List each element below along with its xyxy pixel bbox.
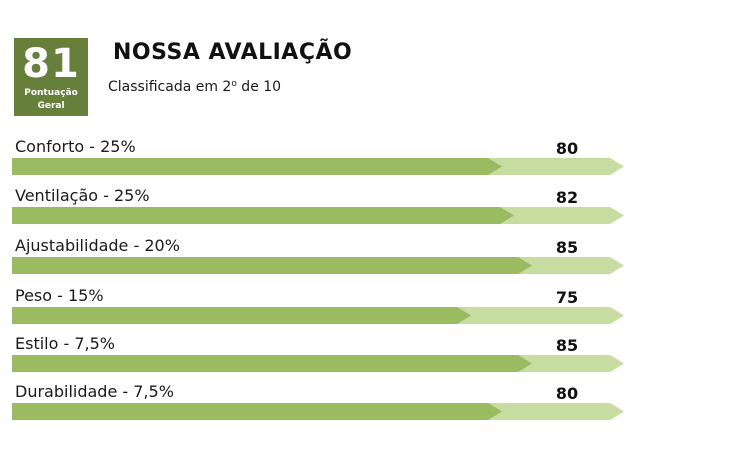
criterion-row-durabilidade: Durabilidade - 7,5% 80 <box>0 382 750 426</box>
criterion-bar-fill <box>12 257 532 274</box>
page-title: NOSSA AVALIAÇÃO <box>113 40 353 65</box>
criterion-row-ventilacao: Ventilação - 25% 82 <box>0 186 750 230</box>
criterion-label: Estilo - 7,5% <box>15 334 115 353</box>
overall-score-label-line2: Geral <box>37 101 65 111</box>
ranking-prefix: Classificada em 2 <box>108 79 232 95</box>
criterion-bar-fill <box>12 355 532 372</box>
criterion-row-peso: Peso - 15% 75 <box>0 286 750 330</box>
criterion-row-conforto: Conforto - 25% 80 <box>0 137 750 181</box>
criterion-row-ajustabilidade: Ajustabilidade - 20% 85 <box>0 236 750 280</box>
criterion-label: Peso - 15% <box>15 286 104 305</box>
criterion-label: Durabilidade - 7,5% <box>15 382 174 401</box>
ranking-ordinal: o <box>231 79 237 89</box>
criterion-score: 80 <box>555 384 579 403</box>
criterion-bar-fill <box>12 207 514 224</box>
criterion-row-estilo: Estilo - 7,5% 85 <box>0 334 750 378</box>
criterion-score: 82 <box>555 188 579 207</box>
criterion-label: Conforto - 25% <box>15 137 136 156</box>
overall-score-value: 81 <box>22 41 80 87</box>
criterion-bar-fill <box>12 403 502 420</box>
criterion-score: 80 <box>555 139 579 158</box>
ranking-suffix: de 10 <box>236 79 282 95</box>
criterion-label: Ajustabilidade - 20% <box>15 236 180 255</box>
overall-score-label-line1: Pontuação <box>24 88 78 98</box>
criterion-score: 85 <box>555 336 579 355</box>
overall-score-badge: 81 Pontuação Geral <box>14 38 88 116</box>
criterion-bar-fill <box>12 307 471 324</box>
criterion-score: 75 <box>555 288 579 307</box>
criterion-score: 85 <box>555 238 579 257</box>
ranking-text: Classificada em 2o de 10 <box>108 79 281 95</box>
criterion-bar-fill <box>12 158 502 175</box>
criterion-label: Ventilação - 25% <box>15 186 150 205</box>
